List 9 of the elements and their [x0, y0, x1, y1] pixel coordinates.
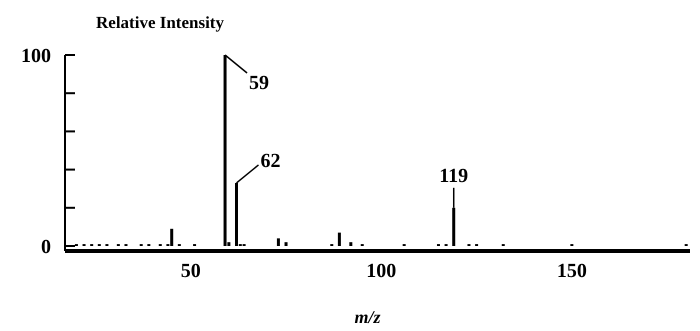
y-tick-label: 0: [41, 236, 51, 258]
x-tick-label: 100: [366, 260, 396, 282]
x-tick-label: 50: [180, 260, 201, 282]
x-axis-title: m/z: [354, 307, 381, 327]
x-tick-label: 150: [556, 260, 587, 282]
annotation: 62: [260, 150, 280, 172]
annotation: 119: [439, 164, 468, 187]
annotation: 59: [249, 72, 270, 94]
chart-title: Relative Intensity: [96, 13, 224, 32]
